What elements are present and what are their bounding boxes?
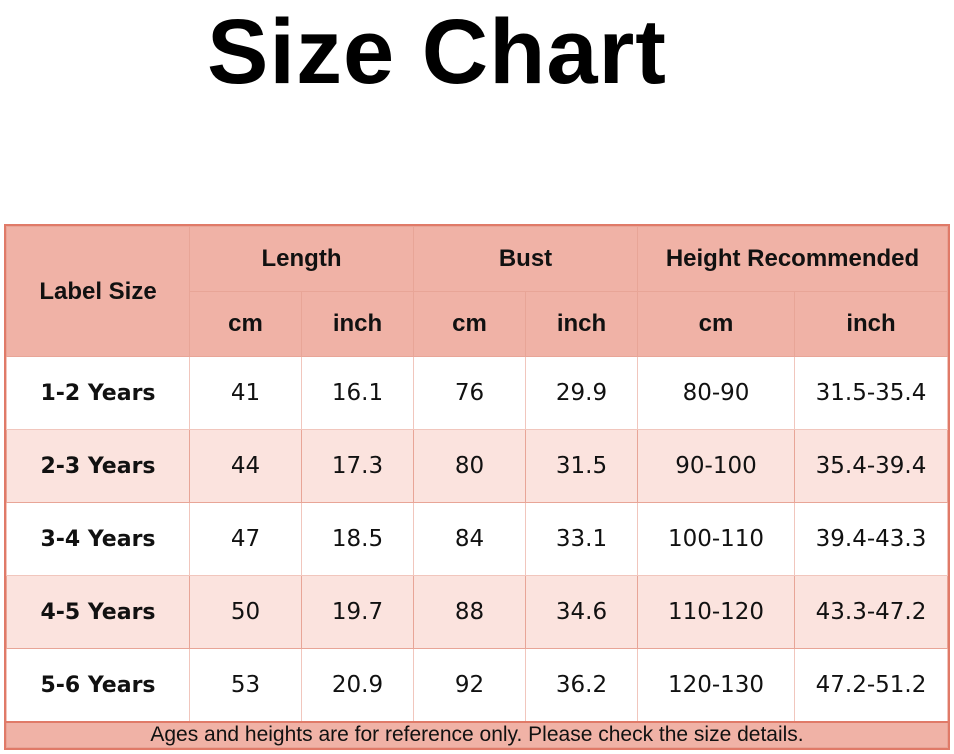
value-cell: 20.9 — [300, 648, 415, 723]
unit-header: cm — [189, 291, 302, 357]
size-label-cell: 3-4 Years — [6, 502, 190, 577]
page-title: Size Chart — [207, 1, 667, 103]
table-row: 4-5 Years 50 19.7 88 34.6 110-120 43.3-47.2 — [6, 575, 948, 650]
value-cell: 47.2-51.2 — [794, 648, 948, 723]
value-cell: 41 — [189, 355, 302, 431]
value-cell: 29.9 — [525, 355, 639, 431]
value-cell: 19.7 — [300, 575, 415, 650]
value-cell: 110-120 — [637, 575, 796, 650]
size-chart-table: Label Size Length Bust Height Recommende… — [4, 224, 950, 750]
footer-note: Ages and heights are for reference only.… — [6, 721, 948, 748]
value-cell: 84 — [413, 502, 527, 577]
value-cell: 90-100 — [637, 429, 796, 504]
value-cell: 50 — [189, 575, 302, 650]
bust-header: Bust — [413, 226, 639, 292]
value-cell: 31.5 — [525, 429, 639, 504]
unit-header: cm — [637, 291, 796, 357]
size-label-cell: 5-6 Years — [6, 648, 190, 723]
label-size-header: Label Size — [6, 226, 190, 357]
value-cell: 35.4-39.4 — [794, 429, 948, 504]
value-cell: 18.5 — [300, 502, 415, 577]
value-cell: 43.3-47.2 — [794, 575, 948, 650]
unit-header: inch — [300, 291, 415, 357]
value-cell: 17.3 — [300, 429, 415, 504]
length-header: Length — [188, 226, 415, 292]
value-cell: 36.2 — [525, 648, 639, 723]
value-cell: 80-90 — [637, 355, 796, 431]
value-cell: 100-110 — [637, 502, 796, 577]
value-cell: 34.6 — [525, 575, 639, 650]
table-row: 3-4 Years 47 18.5 84 33.1 100-110 39.4-43.3 — [6, 502, 948, 577]
table-row: 1-2 Years 41 16.1 76 29.9 80-90 31.5-35.4 — [6, 355, 948, 431]
height-header: Height Recommended — [637, 226, 948, 292]
size-label-cell: 2-3 Years — [6, 429, 190, 504]
size-label-cell: 4-5 Years — [6, 575, 190, 650]
value-cell: 53 — [189, 648, 302, 723]
unit-header: cm — [413, 291, 527, 357]
value-cell: 39.4-43.3 — [794, 502, 948, 577]
value-cell: 92 — [413, 648, 527, 723]
value-cell: 44 — [189, 429, 302, 504]
size-label-cell: 1-2 Years — [6, 355, 190, 431]
unit-header: inch — [794, 291, 948, 357]
value-cell: 33.1 — [525, 502, 639, 577]
table-row: 5-6 Years 53 20.9 92 36.2 120-130 47.2-51.2 — [6, 648, 948, 723]
table-row: 2-3 Years 44 17.3 80 31.5 90-100 35.4-39.4 — [6, 429, 948, 504]
value-cell: 88 — [413, 575, 527, 650]
value-cell: 16.1 — [300, 355, 415, 431]
unit-header: inch — [525, 291, 639, 357]
value-cell: 31.5-35.4 — [794, 355, 948, 431]
value-cell: 80 — [413, 429, 527, 504]
value-cell: 47 — [189, 502, 302, 577]
value-cell: 76 — [413, 355, 527, 431]
value-cell: 120-130 — [637, 648, 796, 723]
